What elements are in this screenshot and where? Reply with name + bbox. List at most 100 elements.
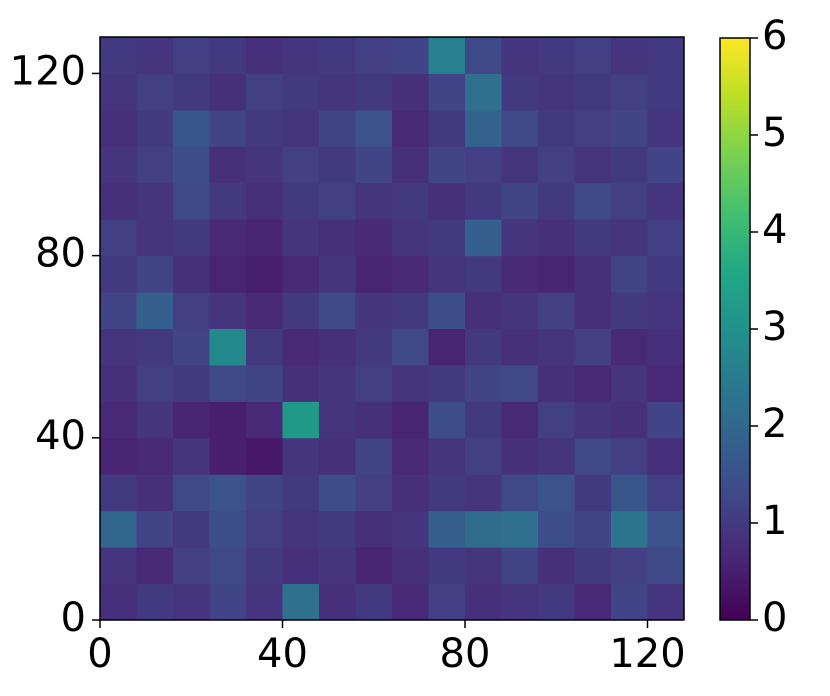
heatmap-cell bbox=[100, 583, 137, 621]
heatmap-cell bbox=[428, 182, 466, 220]
heatmap-cell bbox=[428, 37, 466, 74]
heatmap-cell bbox=[611, 219, 648, 257]
heatmap-cell bbox=[465, 401, 502, 439]
heatmap-cell bbox=[136, 146, 174, 184]
heatmap-cell bbox=[647, 364, 685, 402]
heatmap-cell bbox=[209, 437, 247, 475]
heatmap-cell bbox=[246, 255, 283, 293]
heatmap-cell bbox=[246, 474, 283, 512]
heatmap-cell bbox=[355, 182, 393, 220]
heatmap-cell bbox=[574, 109, 612, 147]
heatmap-cell bbox=[392, 37, 429, 74]
heatmap-cell bbox=[428, 292, 466, 329]
heatmap-cell bbox=[136, 510, 174, 548]
heatmap-cell bbox=[136, 364, 174, 402]
heatmap-cell bbox=[355, 146, 393, 184]
heatmap-cell bbox=[647, 146, 685, 184]
heatmap-cell bbox=[209, 37, 247, 74]
heatmap-cell bbox=[209, 182, 247, 220]
heatmap-cell bbox=[355, 547, 393, 585]
heatmap-cell bbox=[282, 364, 320, 402]
heatmap-cell bbox=[501, 510, 539, 548]
heatmap-cell bbox=[173, 583, 210, 621]
heatmap-cell bbox=[647, 255, 685, 293]
heatmap-cell bbox=[209, 146, 247, 184]
heatmap-cell bbox=[246, 437, 283, 475]
heatmap-cell bbox=[100, 37, 137, 74]
x-tick-label: 120 bbox=[609, 631, 685, 677]
heatmap-cell bbox=[647, 474, 685, 512]
heatmap-cell bbox=[465, 182, 502, 220]
heatmap-cell bbox=[209, 364, 247, 402]
heatmap-cell bbox=[501, 547, 539, 585]
heatmap-cell bbox=[392, 547, 429, 585]
heatmap-cell bbox=[574, 547, 612, 585]
heatmap-cell bbox=[355, 73, 393, 111]
heatmap-cell bbox=[428, 73, 466, 111]
colorbar-tick-label: 5 bbox=[762, 110, 787, 156]
heatmap-cell bbox=[465, 328, 502, 366]
heatmap-cell bbox=[538, 328, 575, 366]
heatmap-cell bbox=[647, 583, 685, 621]
heatmap-cell bbox=[647, 182, 685, 220]
heatmap-cell bbox=[428, 510, 466, 548]
heatmap-cell bbox=[319, 510, 356, 548]
heatmap-cell bbox=[647, 219, 685, 257]
heatmap-cell bbox=[501, 73, 539, 111]
heatmap-cell bbox=[611, 401, 648, 439]
heatmap-cell bbox=[647, 73, 685, 111]
heatmap-cell bbox=[611, 510, 648, 548]
colorbar-tick-label: 0 bbox=[762, 595, 787, 641]
heatmap-cell bbox=[136, 73, 174, 111]
heatmap-cell bbox=[538, 182, 575, 220]
heatmap-cell bbox=[574, 37, 612, 74]
heatmap-cell bbox=[647, 109, 685, 147]
heatmap-cell bbox=[611, 437, 648, 475]
heatmap-cell bbox=[501, 474, 539, 512]
heatmap-cell bbox=[136, 437, 174, 475]
colorbar-tick-label: 1 bbox=[762, 498, 787, 544]
heatmap-cell bbox=[647, 292, 685, 329]
heatmap-cell bbox=[465, 37, 502, 74]
heatmap-cell bbox=[355, 437, 393, 475]
heatmap-cell bbox=[538, 219, 575, 257]
heatmap-cell bbox=[173, 146, 210, 184]
heatmap-cell bbox=[100, 219, 137, 257]
heatmap-cell bbox=[209, 583, 247, 621]
heatmap-cell bbox=[246, 109, 283, 147]
heatmap-cell bbox=[209, 73, 247, 111]
heatmap-cell bbox=[647, 37, 685, 74]
heatmap-cell bbox=[282, 146, 320, 184]
x-tick-label: 80 bbox=[440, 631, 491, 677]
heatmap-cell bbox=[392, 437, 429, 475]
heatmap-cell bbox=[209, 292, 247, 329]
heatmap-cell bbox=[465, 255, 502, 293]
heatmap-cell bbox=[246, 510, 283, 548]
heatmap-cell bbox=[465, 547, 502, 585]
heatmap-cell bbox=[355, 219, 393, 257]
heatmap-cell bbox=[611, 328, 648, 366]
heatmap-cell bbox=[282, 328, 320, 366]
heatmap-cell bbox=[392, 182, 429, 220]
heatmap-cell bbox=[100, 364, 137, 402]
heatmap-cell bbox=[428, 255, 466, 293]
heatmap-cell bbox=[136, 37, 174, 74]
heatmap-cell bbox=[100, 547, 137, 585]
heatmap-cell bbox=[319, 328, 356, 366]
y-tick-label: 40 bbox=[35, 413, 86, 459]
x-tick-label: 40 bbox=[257, 631, 308, 677]
heatmap-cell bbox=[465, 292, 502, 329]
heatmap-cell bbox=[647, 328, 685, 366]
heatmap-cell bbox=[246, 364, 283, 402]
heatmap-cell bbox=[392, 219, 429, 257]
heatmap-cell bbox=[501, 219, 539, 257]
heatmap-cell bbox=[392, 292, 429, 329]
heatmap-cell bbox=[428, 437, 466, 475]
heatmap-cell bbox=[246, 292, 283, 329]
heatmap-cell bbox=[319, 255, 356, 293]
heatmap-cell bbox=[136, 255, 174, 293]
heatmap-cell bbox=[355, 255, 393, 293]
heatmap-cell bbox=[611, 292, 648, 329]
heatmap-cell bbox=[574, 182, 612, 220]
heatmap-cell bbox=[392, 401, 429, 439]
